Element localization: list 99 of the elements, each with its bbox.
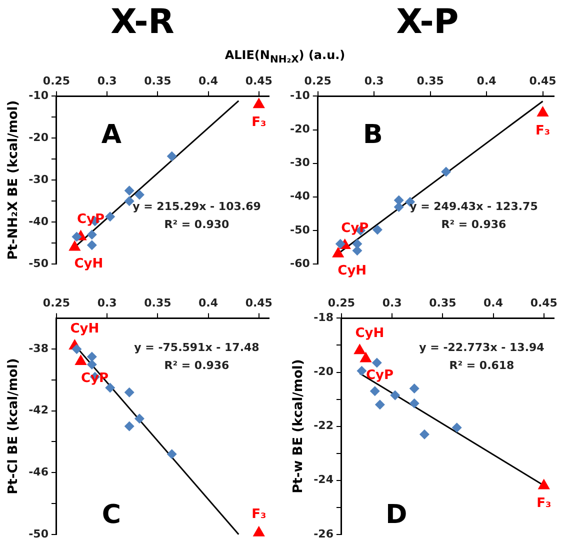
point [452,422,462,433]
y-tick-label: -22 [314,419,334,432]
point [166,449,177,460]
y-tick-label: -46 [28,465,49,478]
y-axis-title: Pt-NH₂X BE (kcal/mol) [6,100,22,260]
x-tick-label: 0.45 [245,74,272,88]
annotation: F₃ [535,123,550,138]
y-tick-label: -50 [290,223,310,236]
x-tick-label: 0.4 [198,296,218,310]
annotation: CyH [355,326,384,342]
x-tick-label: 0.35 [429,296,456,310]
x-tick-label: 0.35 [144,74,172,88]
annotation: R² = 0.936 [164,359,230,372]
point [252,98,265,108]
x-tick-label: 0.25 [42,296,70,310]
point [105,212,116,222]
y-tick-label: -50 [28,256,49,270]
annotation: CyH [338,263,367,278]
annotation: CyH [70,321,100,336]
chart-title: X-R [110,2,176,42]
x-tick-label: 0.45 [245,296,272,310]
annotation: D [386,500,408,530]
y-tick-label: -26 [314,527,334,540]
point [72,232,82,242]
annotation: y = -22.773x - 13.94 [419,341,545,354]
point [134,414,144,424]
point [356,366,367,376]
point [124,421,134,432]
point [124,387,134,398]
y-tick-label: -10 [290,89,310,102]
annotation: B [362,120,383,150]
x-tick-label: 0.25 [42,74,70,88]
y-tick-label: -20 [314,365,334,378]
point [394,195,404,206]
annotation: R² = 0.930 [164,218,230,231]
point [374,400,385,410]
y-tick-label: -20 [28,131,49,144]
point [134,190,144,200]
annotation: F₃ [536,496,552,512]
y-tick-label: -40 [290,190,310,203]
y-tick-label: -50 [28,527,49,540]
point [86,230,97,240]
point [124,196,134,206]
point [72,344,82,354]
x-axis-title: ALIE(N$_{NH₂X}$) (a.u.) [224,48,346,66]
x-tick-label: 0.35 [144,296,172,310]
point [441,166,452,177]
point [86,240,97,250]
annotation: R² = 0.936 [441,218,507,231]
annotation: C [102,500,122,530]
point [86,360,97,370]
point [419,429,430,440]
point [352,246,362,256]
point [370,386,380,396]
x-tick-label: 0.3 [382,296,402,310]
chart-title: X-P [395,2,460,42]
y-axis-title: Pt-Cl BE (kcal/mol) [6,358,22,494]
annotation: A [101,120,122,150]
annotation: CyP [366,368,394,384]
annotation: CyH [74,256,104,272]
y-tick-label: -10 [28,89,49,102]
x-tick-label: 0.25 [328,296,356,310]
annotation: F₃ [252,507,266,522]
annotation: F₃ [252,114,266,130]
x-tick-label: 0.3 [364,74,384,88]
point [354,344,366,354]
x-tick-label: 0.45 [530,296,558,310]
y-tick-label: -60 [290,256,310,270]
point [409,383,420,394]
annotation: y = 215.29x - 103.69 [132,200,261,213]
x-tick-label: 0.3 [97,296,117,310]
point [390,390,400,400]
annotation: R² = 0.618 [449,359,514,372]
point [166,151,177,162]
y-tick-label: -24 [314,473,334,486]
point [409,398,420,408]
y-tick-label: -30 [28,172,49,186]
x-tick-label: 0.4 [476,74,497,88]
x-tick-label: 0.3 [97,74,117,88]
y-tick-label: -38 [28,342,48,355]
point [86,352,97,362]
point [124,186,134,196]
y-tick-label: -42 [28,404,48,417]
point [360,352,372,362]
annotation: y = 249.43x - 123.75 [410,200,538,213]
x-tick-label: 0.25 [304,74,332,88]
x-tick-label: 0.45 [529,74,556,88]
annotation: y = -75.591x - 17.48 [134,341,260,354]
y-axis-title: Pt-w BE (kcal/mol) [291,359,306,494]
point [335,238,346,249]
x-tick-label: 0.35 [416,74,444,88]
y-tick-label: -20 [290,122,310,136]
x-tick-label: 0.4 [484,296,504,310]
y-tick-label: -40 [28,214,49,228]
point [372,358,382,368]
y-tick-label: -30 [290,156,310,170]
x-tick-label: 0.4 [198,74,218,88]
point [372,224,382,235]
y-tick-label: -18 [314,311,334,324]
